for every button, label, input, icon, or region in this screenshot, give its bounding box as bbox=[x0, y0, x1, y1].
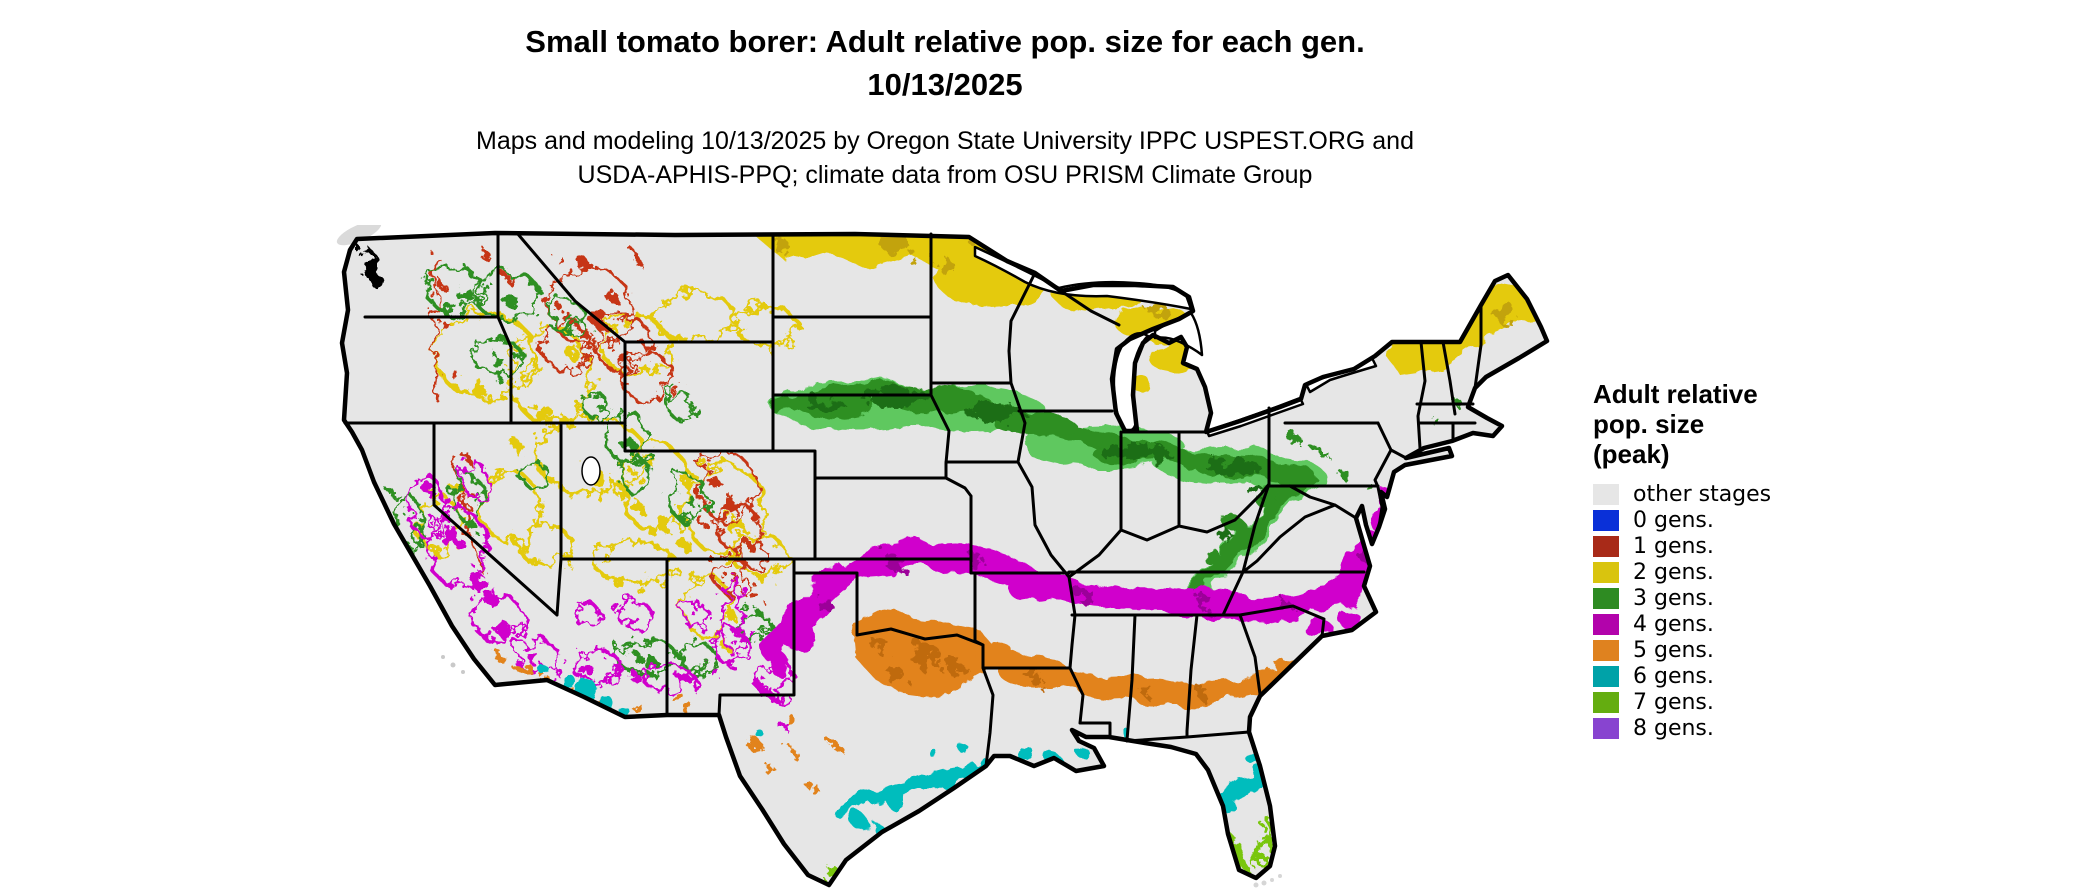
generation-raster-layers bbox=[391, 233, 1539, 884]
legend-label: 5 gens. bbox=[1633, 637, 1714, 663]
legend-entry-5-gens: 5 gens. bbox=[1593, 637, 2013, 663]
legend-title-line-2: pop. size bbox=[1593, 409, 1705, 439]
legend-label: 6 gens. bbox=[1633, 663, 1714, 689]
legend-swatch-2-gens bbox=[1593, 561, 1619, 583]
legend-label: 3 gens. bbox=[1633, 585, 1714, 611]
legend-entry-4-gens: 4 gens. bbox=[1593, 611, 2013, 637]
us-generations-map bbox=[336, 225, 1550, 888]
page-title: Small tomato borer: Adult relative pop. … bbox=[335, 20, 1555, 106]
legend-entry-3-gens: 3 gens. bbox=[1593, 585, 2013, 611]
gen3-west-rings bbox=[396, 266, 773, 675]
legend-label: 0 gens. bbox=[1633, 507, 1714, 533]
legend-title-line-3: (peak) bbox=[1593, 439, 1670, 469]
legend-label: 1 gens. bbox=[1633, 533, 1714, 559]
legend-swatch-other-stages bbox=[1593, 483, 1619, 505]
subtitle-line-2: USDA-APHIS-PPQ; climate data from OSU PR… bbox=[577, 161, 1313, 189]
puget-sound bbox=[362, 247, 383, 289]
legend-swatch-8-gens bbox=[1593, 717, 1619, 739]
title-line-1: Small tomato borer: Adult relative pop. … bbox=[525, 24, 1365, 59]
legend-entry-1-gens: 1 gens. bbox=[1593, 533, 2013, 559]
legend-label: 2 gens. bbox=[1633, 559, 1714, 585]
legend-entry-8-gens: 8 gens. bbox=[1593, 715, 2013, 741]
legend-label: other stages bbox=[1633, 481, 1772, 507]
legend-swatch-1-gens bbox=[1593, 535, 1619, 557]
legend-entry-6-gens: 6 gens. bbox=[1593, 663, 2013, 689]
gen5-dark-cores bbox=[872, 637, 1209, 700]
legend-swatch-7-gens bbox=[1593, 691, 1619, 713]
subtitle-line-1: Maps and modeling 10/13/2025 by Oregon S… bbox=[476, 127, 1414, 155]
legend-entry-2-gens: 2 gens. bbox=[1593, 559, 2013, 585]
conus-outline bbox=[339, 230, 1550, 888]
legend-swatch-0-gens bbox=[1593, 509, 1619, 531]
gen1-red-contours bbox=[433, 254, 769, 597]
legend-entry-other-stages: other stages bbox=[1593, 481, 2013, 507]
state-borders bbox=[343, 231, 1483, 768]
legend-label: 7 gens. bbox=[1633, 689, 1714, 715]
legend-entries: other stages 0 gens. 1 gens. 2 gens. 3 g… bbox=[1593, 481, 2013, 741]
legend-swatch-3-gens bbox=[1593, 587, 1619, 609]
gen4-west-specks bbox=[425, 485, 788, 730]
legend-title: Adult relative pop. size (peak) bbox=[1593, 379, 2013, 469]
legend-label: 4 gens. bbox=[1633, 611, 1714, 637]
legend-entry-7-gens: 7 gens. bbox=[1593, 689, 2013, 715]
great-salt-lake bbox=[581, 456, 601, 486]
gen7-specks bbox=[821, 822, 1269, 884]
legend-swatch-4-gens bbox=[1593, 613, 1619, 635]
gen2-yellow-west-specks bbox=[450, 348, 769, 650]
gen3-dark-cores bbox=[805, 389, 1263, 540]
offshore-islands bbox=[336, 225, 465, 674]
legend-entry-0-gens: 0 gens. bbox=[1593, 507, 2013, 533]
legend-swatch-5-gens bbox=[1593, 639, 1619, 661]
map-legend: Adult relative pop. size (peak) other st… bbox=[1593, 379, 2013, 741]
florida-keys bbox=[1253, 874, 1282, 888]
attribution-subtitle: Maps and modeling 10/13/2025 by Oregon S… bbox=[235, 124, 1655, 192]
title-line-2: 10/13/2025 bbox=[867, 67, 1023, 102]
legend-title-line-1: Adult relative bbox=[1593, 379, 1758, 409]
legend-swatch-6-gens bbox=[1593, 665, 1619, 687]
legend-label: 8 gens. bbox=[1633, 715, 1714, 741]
